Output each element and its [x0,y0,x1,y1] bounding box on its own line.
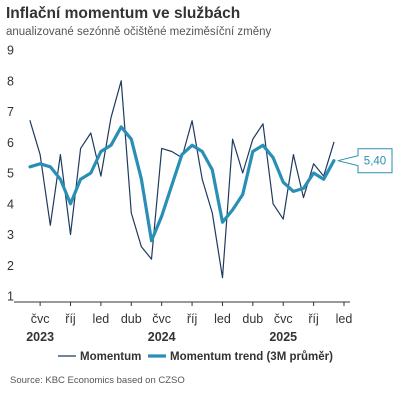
x-tick-label: říj [65,312,75,326]
x-tick-label: říj [308,312,318,326]
x-tick-label: čvc [152,312,171,326]
y-axis: 1 2 3 4 5 6 7 8 9 [7,44,14,304]
x-tick-label: led [336,312,353,326]
series-line-momentum [29,80,335,279]
y-tick-label: 6 [7,136,14,150]
callout-layer: 5,40 [337,148,393,174]
legend: Momentum Momentum trend (3M průměr) [58,351,333,363]
y-tick-label: 5 [7,167,14,181]
legend-label-trend: Momentum trend (3M průměr) [170,351,333,363]
series-line-momentum-trend [28,125,336,243]
y-tick-label: 2 [7,259,14,273]
y-tick-label: 1 [7,290,14,304]
y-tick-label: 8 [7,74,14,88]
x-tick-label: dub [242,312,263,326]
x-tick-label: čvc [274,312,293,326]
value-callout-label: 5,40 [364,156,386,168]
x-year-label: 2023 [26,330,54,344]
source-note: Source: KBC Economics based on CZSO [10,375,185,386]
x-tick-label: dub [121,312,142,326]
x-tick-label: led [93,312,110,326]
x-tick-label: led [214,312,231,326]
legend-label-momentum: Momentum [80,351,141,363]
x-year-label: 2024 [148,330,176,344]
x-tick-label: říj [187,312,197,326]
value-callout-box [337,148,393,174]
chart-title: Inflační momentum ve službách [6,5,241,22]
x-year-label: 2025 [269,330,297,344]
x-tick-label: čvc [31,312,50,326]
chart-subtitle: anualizované sezónně očištěné meziměsíčn… [6,26,272,38]
y-tick-label: 9 [7,44,14,58]
y-tick-label: 3 [7,228,14,242]
y-tick-label: 4 [7,197,14,211]
series-layer [28,80,336,279]
y-tick-label: 7 [7,105,14,119]
